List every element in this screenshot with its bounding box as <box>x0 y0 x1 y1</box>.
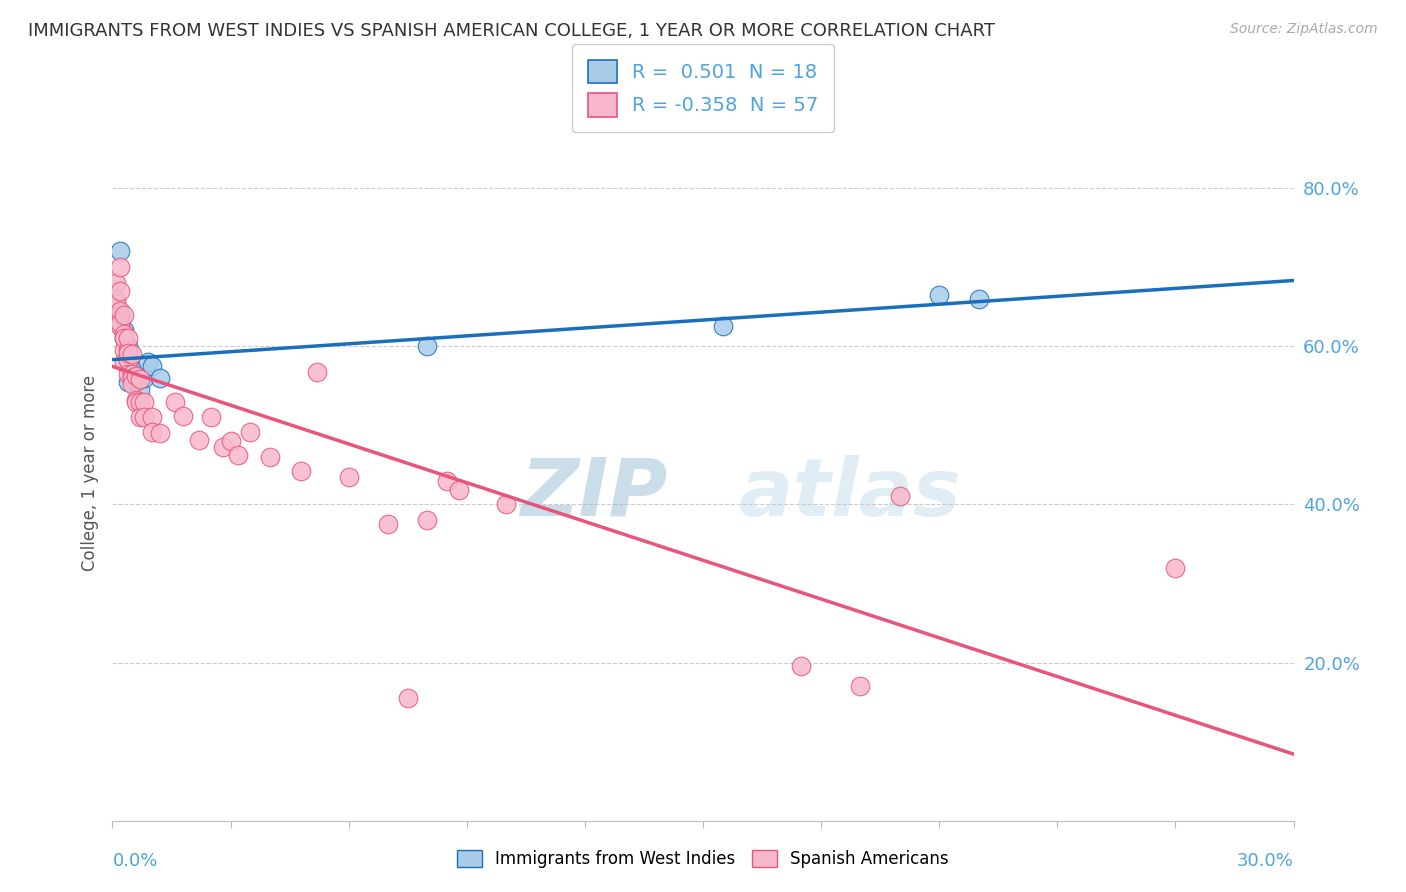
Point <box>112 308 135 322</box>
Legend: Immigrants from West Indies, Spanish Americans: Immigrants from West Indies, Spanish Ame… <box>450 843 956 875</box>
Point <box>129 394 152 409</box>
Point <box>105 295 128 310</box>
Point <box>117 345 139 359</box>
Point <box>228 448 250 462</box>
Legend: R =  0.501  N = 18, R = -0.358  N = 57: R = 0.501 N = 18, R = -0.358 N = 57 <box>572 44 834 132</box>
Y-axis label: College, 1 year or more: College, 1 year or more <box>80 375 98 571</box>
Point <box>149 371 172 385</box>
Point <box>125 394 148 409</box>
Point <box>416 339 439 353</box>
Point <box>149 426 172 441</box>
Point <box>132 410 155 425</box>
Point <box>849 679 872 693</box>
Point <box>110 311 132 326</box>
Point <box>141 425 163 439</box>
Point <box>377 517 399 532</box>
Point <box>307 365 329 379</box>
Point <box>132 371 155 385</box>
Point <box>121 347 143 361</box>
Point <box>112 355 135 369</box>
Point <box>121 367 143 381</box>
Point <box>1164 560 1187 574</box>
Point <box>337 469 360 483</box>
Point <box>136 355 159 369</box>
Point <box>112 323 135 337</box>
Point <box>117 353 139 368</box>
Point <box>129 383 152 397</box>
Point <box>129 410 152 425</box>
Point <box>105 292 128 306</box>
Point <box>200 410 222 425</box>
Point <box>117 339 139 353</box>
Point <box>112 327 135 342</box>
Point <box>125 392 148 407</box>
Point <box>117 355 139 369</box>
Point <box>110 303 132 318</box>
Point <box>141 410 163 425</box>
Point <box>928 288 950 302</box>
Point <box>211 441 233 455</box>
Point <box>711 319 734 334</box>
Point <box>790 659 813 673</box>
Point <box>110 260 132 275</box>
Point <box>141 359 163 373</box>
Point <box>117 343 139 358</box>
Text: ZIP: ZIP <box>520 455 668 533</box>
Point <box>117 331 139 345</box>
Point <box>290 464 312 478</box>
Point <box>219 434 242 449</box>
Point <box>132 394 155 409</box>
Point <box>110 316 132 330</box>
Point <box>112 331 135 345</box>
Point <box>105 276 128 290</box>
Point <box>172 409 194 423</box>
Point <box>447 483 470 497</box>
Point <box>396 691 419 706</box>
Point <box>495 497 517 511</box>
Text: Source: ZipAtlas.com: Source: ZipAtlas.com <box>1230 22 1378 37</box>
Point <box>125 375 148 389</box>
Text: 0.0%: 0.0% <box>112 852 157 870</box>
Point <box>121 377 143 392</box>
Point <box>259 450 281 464</box>
Point <box>121 371 143 385</box>
Point <box>125 369 148 384</box>
Point <box>436 474 458 488</box>
Text: 30.0%: 30.0% <box>1237 852 1294 870</box>
Point <box>117 367 139 381</box>
Point <box>110 284 132 298</box>
Point <box>239 425 262 439</box>
Point <box>416 513 439 527</box>
Point <box>121 367 143 381</box>
Point <box>112 343 135 358</box>
Point <box>112 331 135 345</box>
Point <box>188 433 211 447</box>
Point <box>121 363 143 377</box>
Point <box>967 292 990 306</box>
Point <box>110 319 132 334</box>
Point <box>117 375 139 389</box>
Point <box>110 244 132 259</box>
Text: IMMIGRANTS FROM WEST INDIES VS SPANISH AMERICAN COLLEGE, 1 YEAR OR MORE CORRELAT: IMMIGRANTS FROM WEST INDIES VS SPANISH A… <box>28 22 995 40</box>
Point <box>889 490 911 504</box>
Point <box>110 308 132 322</box>
Point <box>129 372 152 386</box>
Text: atlas: atlas <box>738 455 962 533</box>
Point <box>165 394 187 409</box>
